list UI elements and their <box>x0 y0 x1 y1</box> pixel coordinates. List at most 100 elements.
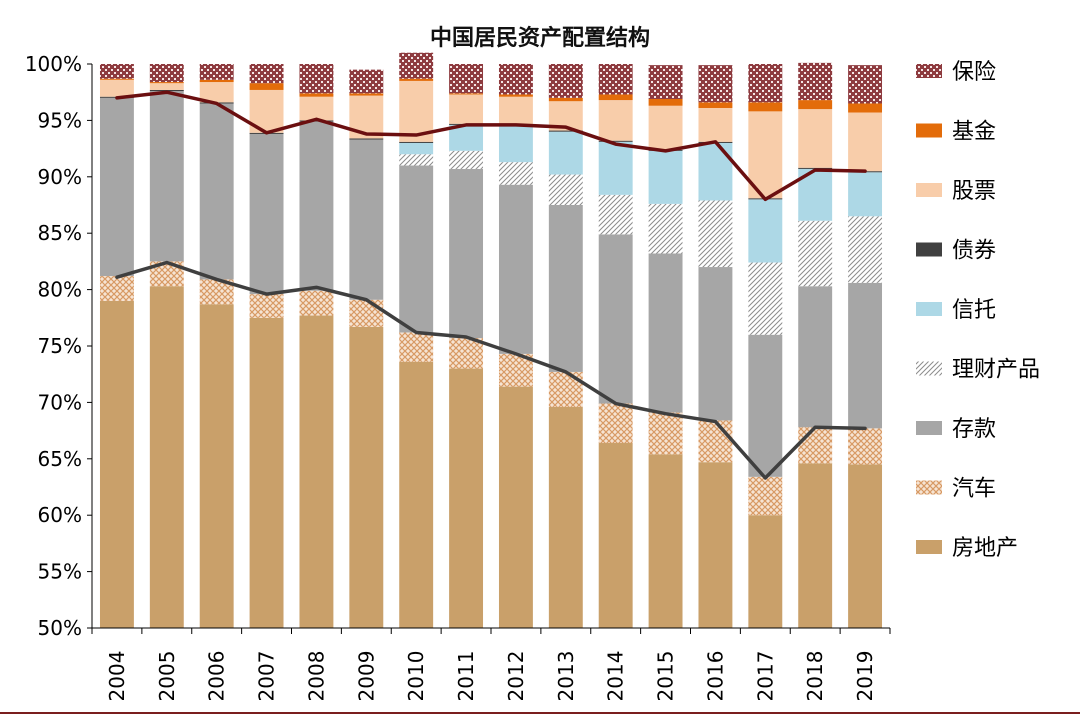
bar-segment-2006-0 <box>199 304 234 628</box>
bar-segment-2007-0 <box>249 317 284 628</box>
bar-segment-2013-1 <box>548 371 583 407</box>
bar-segment-2015-6 <box>648 105 683 150</box>
y-tick-label: 85% <box>38 221 82 245</box>
bar-segment-2016-8 <box>698 65 733 103</box>
bar-segment-2013-2 <box>548 205 583 372</box>
overlay-line-0 <box>115 260 867 480</box>
bar-segment-2014-2 <box>598 234 633 404</box>
bar-segment-2016-2 <box>698 267 733 421</box>
bar-segment-2006-6 <box>199 82 234 103</box>
y-tick-label: 90% <box>38 165 82 189</box>
legend-label: 债券 <box>952 239 996 264</box>
x-tick-label: 2009 <box>354 651 378 702</box>
bar-segment-2012-4 <box>498 126 533 163</box>
bar-segment-2005-8 <box>149 64 184 83</box>
bar-segment-2014-5 <box>598 140 633 142</box>
bar-segment-2010-3 <box>399 154 434 166</box>
bar-segment-2013-0 <box>548 406 583 628</box>
bar-segment-2006-2 <box>199 103 234 280</box>
chart-title: 中国居民资产配置结构 <box>429 26 650 51</box>
x-tick-label: 2006 <box>205 651 229 702</box>
bottom-rule <box>0 712 1080 714</box>
bar-segment-2013-8 <box>548 64 583 98</box>
bar-segment-2005-7 <box>149 82 184 84</box>
bar-segment-2013-4 <box>548 131 583 175</box>
bar-segment-2015-7 <box>648 98 683 106</box>
overlay-lines <box>115 90 867 480</box>
bar-segment-2011-8 <box>449 64 484 94</box>
bar-segment-2013-5 <box>548 130 583 132</box>
bar-segment-2018-3 <box>798 220 833 287</box>
bar-segment-2013-3 <box>548 174 583 205</box>
x-tick-label: 2007 <box>255 651 279 702</box>
bar-segment-2019-1 <box>848 428 883 465</box>
bar-segment-2012-8 <box>498 64 533 95</box>
bar-segment-2017-3 <box>748 262 783 335</box>
bar-segment-2017-4 <box>748 199 783 263</box>
legend-swatch <box>916 123 942 138</box>
x-tick-label: 2016 <box>703 651 727 702</box>
bar-segment-2015-4 <box>648 150 683 204</box>
x-tick-label: 2019 <box>853 651 877 702</box>
y-axis: 50% 55% 60% 65% 70% 75% 80% 85% 90% 95% 100% <box>25 52 93 640</box>
bar-segment-2010-7 <box>399 78 434 81</box>
bar-segment-2008-8 <box>299 64 334 94</box>
bar-segment-2019-3 <box>848 216 883 283</box>
bar-segment-2010-2 <box>399 165 434 333</box>
bar-segment-2010-4 <box>399 142 434 155</box>
x-tick-label: 2005 <box>155 651 179 702</box>
bar-segment-2014-8 <box>598 64 633 95</box>
legend-label: 股票 <box>952 179 996 204</box>
y-tick-label: 50% <box>38 616 82 640</box>
bar-segment-2015-0 <box>648 454 683 628</box>
bar-segment-2004-2 <box>99 97 134 277</box>
legend-swatch <box>916 540 942 554</box>
bar-segment-2018-7 <box>798 100 833 110</box>
bar-segment-2004-0 <box>99 300 134 628</box>
bar-segment-2014-6 <box>598 100 633 141</box>
bar-segment-2019-4 <box>848 172 883 217</box>
x-tick-label: 2017 <box>753 651 777 702</box>
bar-segment-2009-1 <box>349 299 384 327</box>
bar-segment-2011-4 <box>449 124 484 151</box>
x-tick-label: 2008 <box>304 651 328 702</box>
bar-segment-2018-8 <box>798 62 833 101</box>
bar-segment-2012-6 <box>498 96 533 125</box>
bar-segment-2015-2 <box>648 253 683 413</box>
bar-segment-2009-8 <box>349 69 384 94</box>
bar-segment-2007-2 <box>249 133 284 295</box>
bar-segment-2011-7 <box>449 93 484 95</box>
bar-segment-2017-1 <box>748 476 783 516</box>
bar-segment-2004-1 <box>99 276 134 301</box>
legend-label: 理财产品 <box>952 358 1040 383</box>
x-tick-label: 2004 <box>105 651 129 702</box>
bar-segment-2008-1 <box>299 290 334 316</box>
bar-segment-2011-6 <box>449 94 484 124</box>
x-tick-label: 2015 <box>654 651 678 702</box>
bar-segment-2014-7 <box>598 94 633 101</box>
legend-label: 信托 <box>952 298 996 323</box>
legend-swatch <box>916 183 942 197</box>
bar-segment-2011-2 <box>449 168 484 339</box>
y-tick-label: 95% <box>38 108 82 132</box>
bar-segment-2019-2 <box>848 282 883 429</box>
x-axis: 2004 2005 2006 2007 2008 2009 2010 2011 2012 2013… <box>91 627 891 702</box>
y-tick-label: 75% <box>38 334 82 358</box>
bar-segment-2018-1 <box>798 427 833 464</box>
bar-segment-2019-8 <box>848 65 883 104</box>
x-tick-label: 2013 <box>554 651 578 702</box>
bar-segment-2007-7 <box>249 83 284 90</box>
bar-segment-2014-0 <box>598 443 633 628</box>
bar-segment-2004-7 <box>99 78 134 80</box>
bar-segment-2019-7 <box>848 103 883 113</box>
bar-segment-2006-7 <box>199 79 234 83</box>
y-tick-label: 55% <box>38 560 82 584</box>
x-tick-label: 2010 <box>404 651 428 702</box>
bar-segment-2005-2 <box>149 91 184 262</box>
bar-segment-2016-0 <box>698 462 733 628</box>
y-tick-label: 65% <box>38 447 82 471</box>
bar-segment-2018-0 <box>798 463 833 628</box>
bar-segment-2009-5 <box>349 138 384 140</box>
